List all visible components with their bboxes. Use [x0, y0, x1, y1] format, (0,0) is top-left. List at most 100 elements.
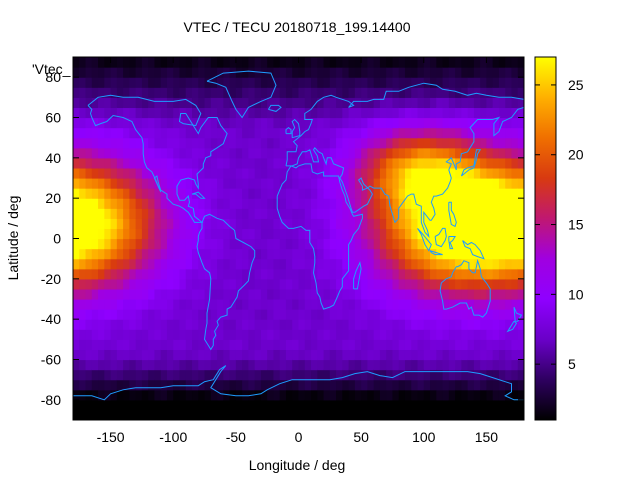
heatmap-cell — [311, 339, 318, 351]
heatmap-cell — [442, 188, 450, 199]
heatmap-cell — [123, 309, 130, 320]
heatmap-cell — [411, 369, 419, 381]
heatmap-cell — [373, 359, 381, 371]
heatmap-cell — [411, 359, 419, 371]
heatmap-cell — [141, 218, 149, 230]
heatmap-cell — [85, 147, 93, 159]
heatmap-cell — [404, 288, 412, 300]
heatmap-cell — [480, 218, 488, 230]
heatmap-cell — [430, 319, 437, 330]
heatmap-cell — [373, 147, 381, 159]
heatmap-cell — [104, 117, 112, 129]
heatmap-cell — [455, 127, 462, 139]
heatmap-cell — [498, 127, 506, 139]
heatmap-cell — [430, 178, 437, 189]
heatmap-cell — [123, 117, 130, 129]
heatmap-cell — [379, 117, 387, 129]
heatmap-cell — [423, 359, 431, 371]
heatmap-cell — [473, 107, 481, 119]
heatmap-cell — [179, 369, 187, 381]
heatmap-cell — [123, 329, 130, 340]
heatmap-cell — [210, 97, 218, 109]
heatmap-cell — [517, 137, 524, 149]
heatmap-cell — [160, 198, 168, 209]
heatmap-cell — [423, 57, 431, 68]
heatmap-cell — [329, 228, 337, 240]
heatmap-cell — [110, 248, 118, 260]
heatmap-cell — [473, 299, 481, 310]
heatmap-cell — [273, 137, 281, 149]
heatmap-cell — [141, 288, 149, 300]
heatmap-cell — [160, 409, 168, 420]
heatmap-cell — [373, 117, 381, 129]
heatmap-cell — [461, 369, 469, 381]
heatmap-cell — [348, 258, 356, 270]
heatmap-cell — [235, 369, 243, 381]
heatmap-cell — [505, 198, 513, 209]
heatmap-cell — [329, 167, 337, 179]
heatmap-cell — [361, 77, 368, 88]
heatmap-cell — [392, 369, 400, 381]
heatmap-cell — [423, 399, 431, 411]
heatmap-cell — [317, 127, 325, 139]
heatmap-cell — [329, 127, 337, 139]
heatmap-cell — [85, 198, 93, 209]
heatmap-cell — [279, 309, 287, 320]
heatmap-cell — [473, 349, 481, 361]
heatmap-cell — [467, 319, 475, 330]
heatmap-cell — [192, 389, 199, 401]
heatmap-cell — [292, 167, 300, 179]
heatmap-cell — [285, 399, 293, 411]
heatmap-cell — [486, 339, 494, 351]
heatmap-cell — [361, 389, 368, 401]
heatmap-cell — [505, 127, 513, 139]
heatmap-cell — [267, 117, 275, 129]
heatmap-cell — [348, 198, 356, 209]
heatmap-cell — [217, 97, 224, 109]
heatmap-cell — [85, 339, 93, 351]
heatmap-cell — [267, 157, 275, 169]
heatmap-cell — [511, 147, 519, 159]
heatmap-cell — [298, 67, 306, 78]
heatmap-cell — [317, 117, 325, 129]
heatmap-cell — [461, 399, 469, 411]
heatmap-cell — [148, 248, 156, 260]
heatmap-cell — [511, 409, 519, 420]
heatmap-cell — [505, 228, 513, 240]
heatmap-cell — [373, 349, 381, 361]
heatmap-cell — [210, 288, 218, 300]
heatmap-cell — [442, 248, 450, 260]
heatmap-cell — [129, 409, 137, 420]
heatmap-cell — [141, 167, 149, 179]
heatmap-cell — [260, 228, 268, 240]
heatmap-cell — [386, 208, 394, 219]
heatmap-cell — [473, 288, 481, 300]
heatmap-cell — [173, 178, 181, 189]
heatmap-cell — [285, 117, 293, 129]
heatmap-cell — [404, 379, 412, 391]
heatmap-cell — [304, 188, 312, 199]
heatmap-cell — [417, 299, 425, 310]
heatmap-cell — [461, 359, 469, 371]
heatmap-cell — [198, 299, 206, 310]
heatmap-cell — [179, 248, 187, 260]
heatmap-cell — [329, 57, 337, 68]
heatmap-cell — [91, 147, 99, 159]
heatmap-cell — [235, 127, 243, 139]
heatmap-cell — [492, 188, 500, 199]
heatmap-cell — [85, 137, 93, 149]
heatmap-cell — [198, 228, 206, 240]
heatmap-cell — [342, 178, 350, 189]
heatmap-cell — [386, 137, 394, 149]
heatmap-cell — [254, 339, 262, 351]
heatmap-cell — [505, 409, 513, 420]
heatmap-cell — [354, 339, 362, 351]
heatmap-cell — [192, 299, 199, 310]
heatmap-cell — [436, 379, 444, 391]
heatmap-cell — [160, 178, 168, 189]
tec-heatmap — [73, 57, 524, 420]
heatmap-cell — [273, 238, 281, 250]
heatmap-cell — [342, 208, 350, 219]
heatmap-cell — [486, 167, 494, 179]
